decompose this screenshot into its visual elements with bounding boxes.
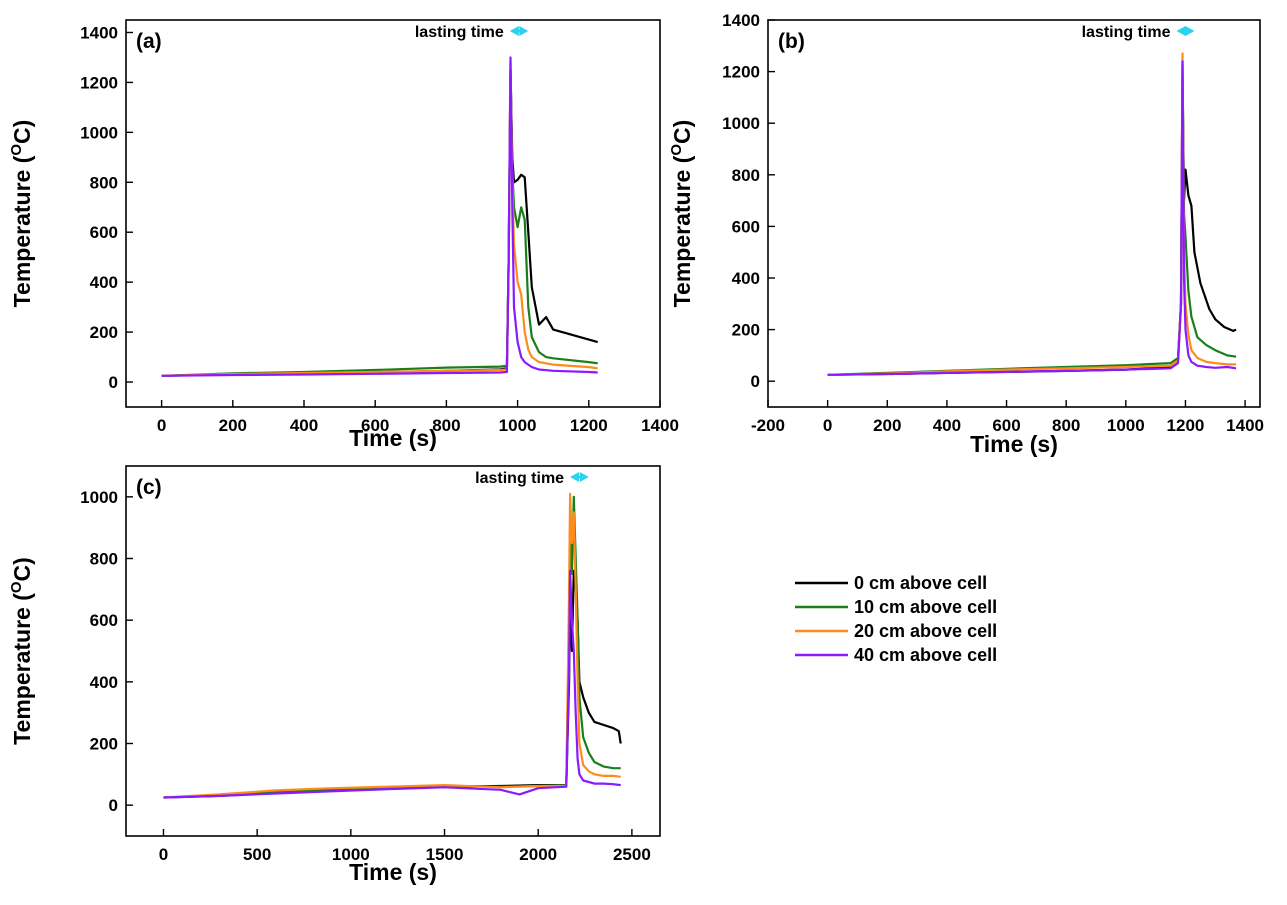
panel-b-x-tick-label: -200 bbox=[751, 416, 785, 435]
panel-b-y-tick-label: 400 bbox=[732, 269, 760, 288]
panel-a-double-arrow-icon bbox=[509, 26, 529, 36]
legend-label: 0 cm above cell bbox=[854, 573, 987, 593]
panel-a-series-3-line bbox=[161, 61, 598, 377]
panel-b-series-1-line bbox=[827, 70, 1237, 376]
panel-b-x-tick-label: 200 bbox=[873, 416, 901, 435]
panel-b-series-2-line bbox=[827, 62, 1237, 376]
panel-b-double-arrow-icon bbox=[1176, 26, 1195, 36]
panel-a-plot-frame bbox=[125, 19, 661, 408]
panel-a-x-tick-label: 400 bbox=[290, 416, 318, 435]
panel-a-y-tick-label: 200 bbox=[90, 323, 118, 342]
panel-c-y-tick-label: 1000 bbox=[80, 488, 118, 507]
panel-a-x-tick-label: 600 bbox=[361, 416, 389, 435]
panel-b-y-tick-label: 800 bbox=[732, 166, 760, 185]
legend: 0 cm above cell 10 cm above cell 20 cm abo… bbox=[795, 573, 997, 665]
panel-b-x-tick-label: 1200 bbox=[1167, 416, 1205, 435]
panel-b-x-tick-label: 1000 bbox=[1107, 416, 1145, 435]
panel-b-y-tick-label: 1400 bbox=[722, 11, 760, 30]
panel-a-y-tick-label: 600 bbox=[90, 223, 118, 242]
panel-c-x-axis-label: Time (s) bbox=[349, 859, 437, 885]
panel-a-y-axis-label: Temperature (OC) bbox=[8, 120, 35, 308]
panel-c-plot-frame bbox=[125, 465, 661, 837]
panel-b-y-tick-label: 200 bbox=[732, 321, 760, 340]
panel-b-series-4-line bbox=[827, 60, 1237, 376]
panel-b: -200 0 200 400 600 800 1000 1200 1400 0 200 400 600 8… bbox=[668, 11, 1264, 457]
panel-a-series-1-line bbox=[161, 68, 598, 377]
panel-c-x-tick-label: 1500 bbox=[426, 845, 464, 864]
panel-c-y-tick-label: 400 bbox=[90, 673, 118, 692]
panel-b-x-tick-label: 1400 bbox=[1226, 416, 1264, 435]
panel-b-series-3-line bbox=[827, 52, 1237, 376]
panel-c-series-2-line bbox=[163, 495, 621, 799]
panel-c-x-tick-label: 1000 bbox=[332, 845, 370, 864]
panel-b-x-tick-label: 800 bbox=[1052, 416, 1080, 435]
panel-b-annotation-text: lasting time bbox=[1082, 24, 1171, 41]
panel-a-x-tick-label: 1400 bbox=[641, 416, 679, 435]
panel-a-y-tick-label: 1200 bbox=[80, 73, 118, 92]
panel-a-series-4-line bbox=[161, 56, 598, 377]
panel-b-panel-label: (b) bbox=[778, 30, 805, 53]
panel-c-series-3-line bbox=[163, 492, 621, 799]
panel-a-x-tick-label: 1000 bbox=[499, 416, 537, 435]
panel-a-annotation-text: lasting time bbox=[415, 24, 504, 41]
panel-c-series-4-line bbox=[163, 569, 621, 799]
panel-b-y-tick-label: 600 bbox=[732, 217, 760, 236]
legend-label: 20 cm above cell bbox=[854, 621, 997, 641]
panel-c-annotation-text: lasting time bbox=[475, 470, 564, 487]
panel-c-x-tick-label: 2500 bbox=[613, 845, 651, 864]
panel-a-y-tick-label: 0 bbox=[109, 373, 118, 392]
panel-b-y-tick-label: 0 bbox=[751, 372, 760, 391]
panel-a-x-axis-label: Time (s) bbox=[349, 425, 437, 451]
panel-b-y-tick-label: 1200 bbox=[722, 63, 760, 82]
panel-a-x-tick-label: 800 bbox=[432, 416, 460, 435]
panel-c-x-tick-label: 500 bbox=[243, 845, 271, 864]
panel-a-x-tick-label: 1200 bbox=[570, 416, 608, 435]
legend-label: 40 cm above cell bbox=[854, 645, 997, 665]
panel-b-y-axis-label: Temperature (OC) bbox=[668, 120, 695, 308]
panel-a: 0 200 400 600 800 1000 1200 1400 0 200 400 600 800 10… bbox=[8, 19, 679, 451]
panel-c-y-tick-label: 600 bbox=[90, 611, 118, 630]
panel-c-y-axis-label: Temperature (OC) bbox=[8, 557, 35, 745]
panel-b-x-axis-label: Time (s) bbox=[970, 431, 1058, 457]
panel-a-y-tick-label: 400 bbox=[90, 273, 118, 292]
panel-c-panel-label: (c) bbox=[136, 476, 162, 499]
panel-a-y-tick-label: 1000 bbox=[80, 123, 118, 142]
panel-a-y-tick-label: 1400 bbox=[80, 23, 118, 42]
panel-b-plot-frame bbox=[767, 19, 1261, 408]
legend-label: 10 cm above cell bbox=[854, 597, 997, 617]
panel-c-y-tick-label: 0 bbox=[109, 796, 118, 815]
panel-c-x-tick-label: 0 bbox=[159, 845, 168, 864]
panel-c-series-1-line bbox=[163, 569, 622, 799]
panel-c-double-arrow-icon bbox=[570, 472, 589, 482]
panel-c-y-tick-label: 200 bbox=[90, 735, 118, 754]
panel-a-y-tick-label: 800 bbox=[90, 173, 118, 192]
panel-a-panel-label: (a) bbox=[136, 30, 162, 53]
panel-b-x-tick-label: 400 bbox=[933, 416, 961, 435]
panel-b-x-tick-label: 0 bbox=[823, 416, 832, 435]
panel-b-x-tick-label: 600 bbox=[992, 416, 1020, 435]
panel-c-y-tick-label: 800 bbox=[90, 550, 118, 569]
panel-a-x-tick-label: 200 bbox=[219, 416, 247, 435]
panel-a-x-tick-label: 0 bbox=[157, 416, 166, 435]
panel-b-y-tick-label: 1000 bbox=[722, 114, 760, 133]
panel-c: 0 500 1000 1500 2000 250002004006008001000Tim… bbox=[8, 465, 661, 885]
panel-a-series-2-line bbox=[161, 68, 598, 377]
panel-c-x-tick-label: 2000 bbox=[519, 845, 557, 864]
